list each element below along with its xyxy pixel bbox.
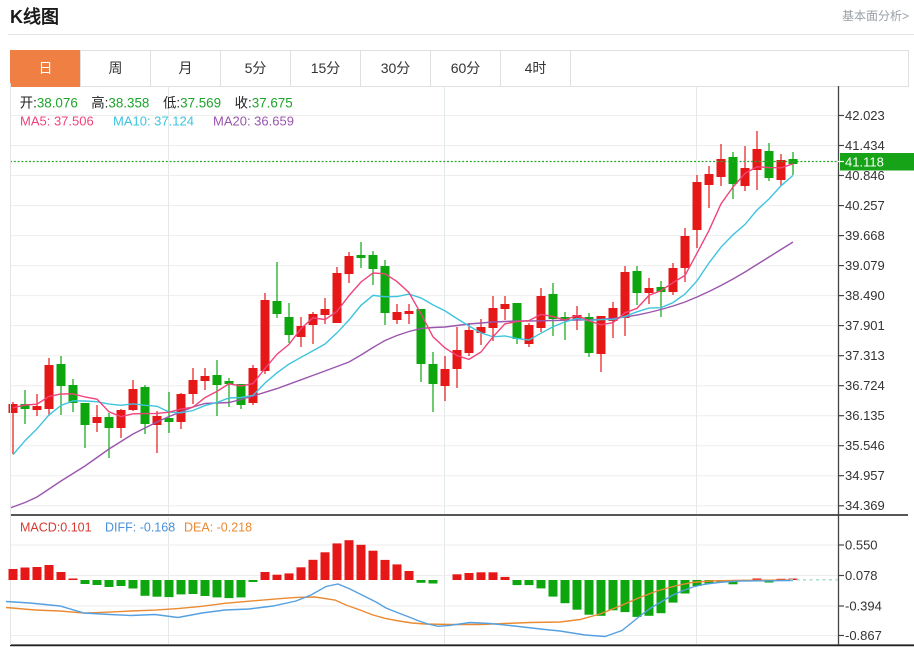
- svg-text:0.078: 0.078: [845, 568, 878, 583]
- svg-text:37.313: 37.313: [845, 348, 885, 363]
- svg-text:37.901: 37.901: [845, 318, 885, 333]
- svg-text:39.668: 39.668: [845, 228, 885, 243]
- svg-text:36.724: 36.724: [845, 378, 885, 393]
- svg-text:36.135: 36.135: [845, 408, 885, 423]
- svg-text:34.957: 34.957: [845, 468, 885, 483]
- svg-text:41.434: 41.434: [845, 138, 885, 153]
- svg-text:-0.394: -0.394: [845, 598, 882, 613]
- svg-text:DIFF: -0.168: DIFF: -0.168: [105, 521, 175, 535]
- svg-text:40.846: 40.846: [845, 168, 885, 183]
- svg-text:35.546: 35.546: [845, 438, 885, 453]
- svg-text:低:37.569: 低:37.569: [163, 96, 221, 111]
- svg-text:高:38.358: 高:38.358: [91, 95, 149, 111]
- svg-text:MA5: 37.506: MA5: 37.506: [20, 114, 94, 129]
- svg-text:0.550: 0.550: [845, 537, 878, 552]
- svg-text:MACD:0.101: MACD:0.101: [20, 521, 92, 535]
- svg-text:开:38.076: 开:38.076: [20, 96, 78, 111]
- svg-text:40.257: 40.257: [845, 198, 885, 213]
- svg-text:MA10: 37.124: MA10: 37.124: [113, 114, 194, 129]
- svg-text:收:37.675: 收:37.675: [235, 96, 293, 111]
- svg-text:39.079: 39.079: [845, 258, 885, 273]
- svg-text:41.118: 41.118: [845, 154, 884, 169]
- svg-text:MA20: 36.659: MA20: 36.659: [213, 114, 294, 129]
- svg-text:34.369: 34.369: [845, 498, 885, 513]
- svg-text:-0.867: -0.867: [845, 628, 882, 643]
- svg-text:42.023: 42.023: [845, 108, 885, 123]
- svg-text:38.490: 38.490: [845, 288, 885, 303]
- svg-text:DEA: -0.218: DEA: -0.218: [184, 521, 252, 535]
